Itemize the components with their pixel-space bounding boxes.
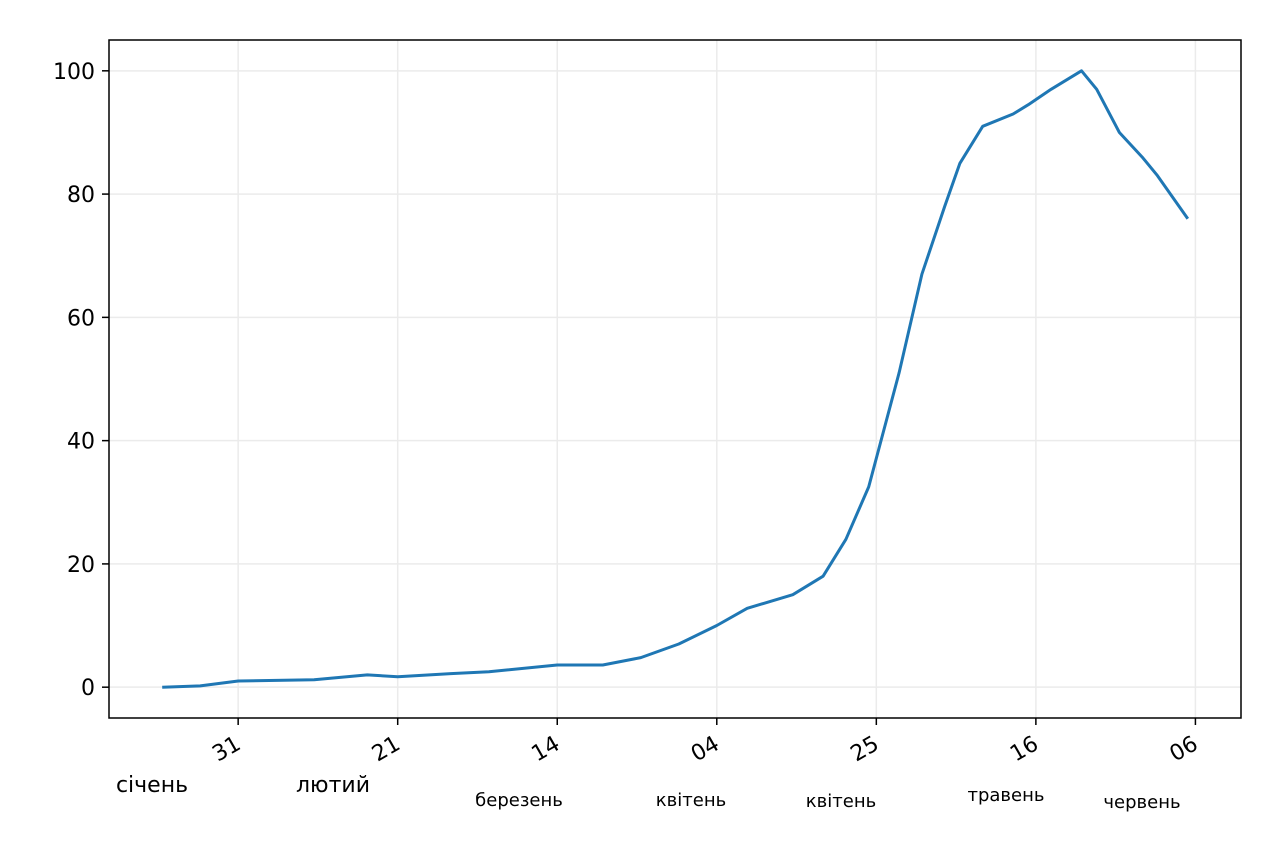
x-tick-label: 25: [847, 732, 884, 768]
x-tick-label: 21: [368, 732, 405, 768]
x-tick-label: 06: [1166, 732, 1203, 768]
y-tick-label: 0: [81, 676, 95, 701]
x-tick-label: 16: [1006, 732, 1043, 768]
y-tick-label: 40: [67, 430, 95, 455]
y-tick-label: 80: [67, 183, 95, 208]
y-tick-label: 20: [67, 553, 95, 578]
x-month-label: червень: [1103, 792, 1180, 813]
x-tick-label: 14: [527, 732, 564, 768]
grid: [109, 40, 1241, 718]
x-month-label: березень: [475, 790, 563, 811]
x-tick-label: 31: [208, 732, 245, 768]
plot-frame: [108, 39, 1242, 719]
x-month-label: квітень: [806, 791, 876, 812]
y-tick-label: 60: [67, 306, 95, 331]
x-tick-label: 04: [687, 732, 724, 768]
x-month-label: лютий: [296, 773, 370, 798]
x-month-label: січень: [116, 773, 188, 798]
y-tick-label: 100: [53, 60, 95, 85]
x-month-label: травень: [967, 785, 1044, 806]
line-series: [162, 69, 1190, 689]
x-month-label: квітень: [656, 790, 726, 811]
